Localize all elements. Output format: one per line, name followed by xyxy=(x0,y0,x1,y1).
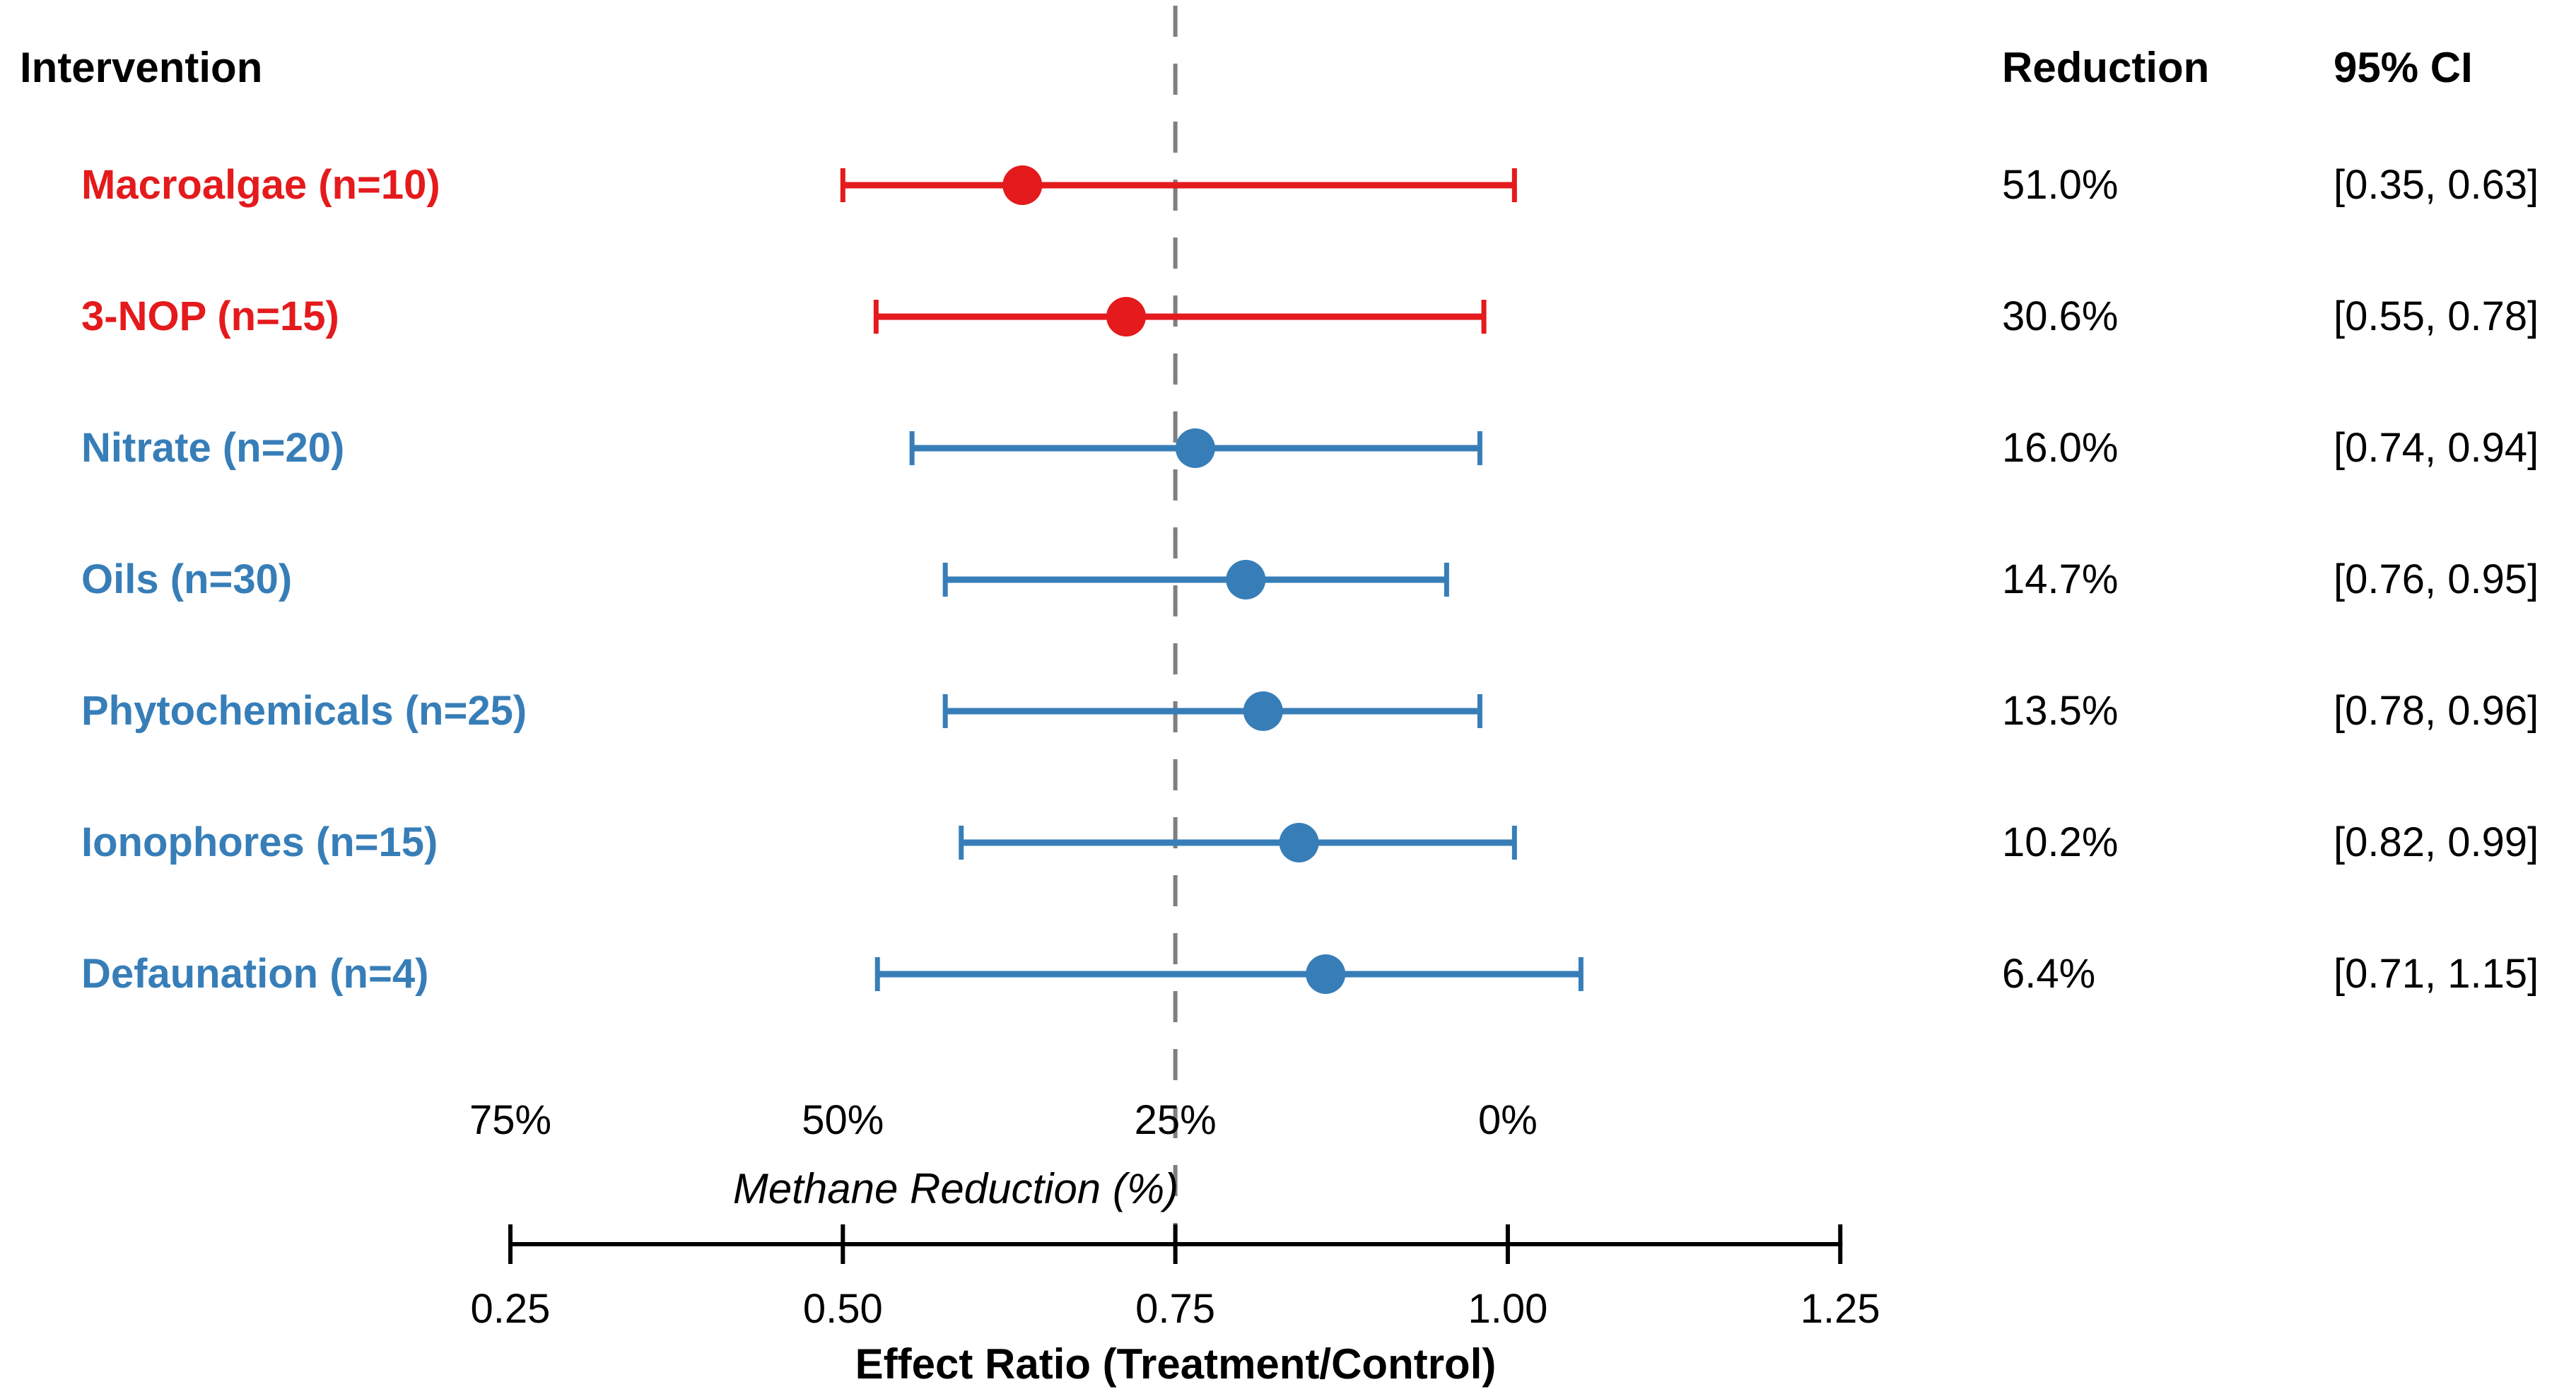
pct-tick-label: 75% xyxy=(469,1097,552,1143)
x-tick-label: 0.25 xyxy=(470,1286,551,1332)
intervention-label: Phytochemicals (n=25) xyxy=(81,688,527,734)
point-marker xyxy=(1106,297,1147,336)
x-tick-label: 0.50 xyxy=(802,1286,883,1332)
point-marker xyxy=(1243,691,1283,731)
intervention-label: 3-NOP (n=15) xyxy=(81,293,339,339)
pct-tick-label: 0% xyxy=(1478,1097,1538,1143)
ci-value: [0.74, 0.94] xyxy=(2334,425,2539,471)
intervention-label: Macroalgae (n=10) xyxy=(81,162,440,208)
ci-value: [0.71, 1.15] xyxy=(2334,951,2539,997)
intervention-label: Nitrate (n=20) xyxy=(81,425,345,471)
point-marker xyxy=(1226,560,1266,599)
x-tick-label: 1.00 xyxy=(1468,1286,1548,1332)
x-tick-label: 1.25 xyxy=(1800,1286,1880,1332)
secondary-axis-title: Methane Reduction (%) xyxy=(732,1165,1179,1212)
point-marker xyxy=(1175,428,1215,468)
intervention-label: Defaunation (n=4) xyxy=(81,951,429,997)
point-marker xyxy=(1002,165,1043,205)
column-header-reduction: Reduction xyxy=(2002,44,2210,91)
point-marker xyxy=(1306,954,1346,994)
column-header-95ci: 95% CI xyxy=(2334,44,2473,91)
reduction-value: 13.5% xyxy=(2002,688,2119,734)
column-header-intervention: Intervention xyxy=(20,44,263,91)
ci-value: [0.82, 0.99] xyxy=(2334,819,2539,865)
pct-tick-label: 25% xyxy=(1134,1097,1217,1143)
reduction-value: 14.7% xyxy=(2002,556,2119,602)
pct-tick-label: 50% xyxy=(802,1097,884,1143)
ci-value: [0.35, 0.63] xyxy=(2334,162,2539,208)
point-marker xyxy=(1279,823,1319,862)
intervention-label: Ionophores (n=15) xyxy=(81,819,438,865)
reduction-value: 30.6% xyxy=(2002,293,2119,339)
intervention-label: Oils (n=30) xyxy=(81,556,293,602)
reduction-value: 6.4% xyxy=(2002,951,2096,997)
reduction-value: 51.0% xyxy=(2002,162,2119,208)
reduction-value: 10.2% xyxy=(2002,819,2119,865)
ci-value: [0.78, 0.96] xyxy=(2334,688,2539,734)
x-tick-label: 0.75 xyxy=(1135,1286,1216,1332)
ci-value: [0.55, 0.78] xyxy=(2334,293,2539,339)
reduction-value: 16.0% xyxy=(2002,425,2119,471)
ci-value: [0.76, 0.95] xyxy=(2334,556,2539,602)
x-axis-title: Effect Ratio (Treatment/Control) xyxy=(855,1340,1497,1388)
